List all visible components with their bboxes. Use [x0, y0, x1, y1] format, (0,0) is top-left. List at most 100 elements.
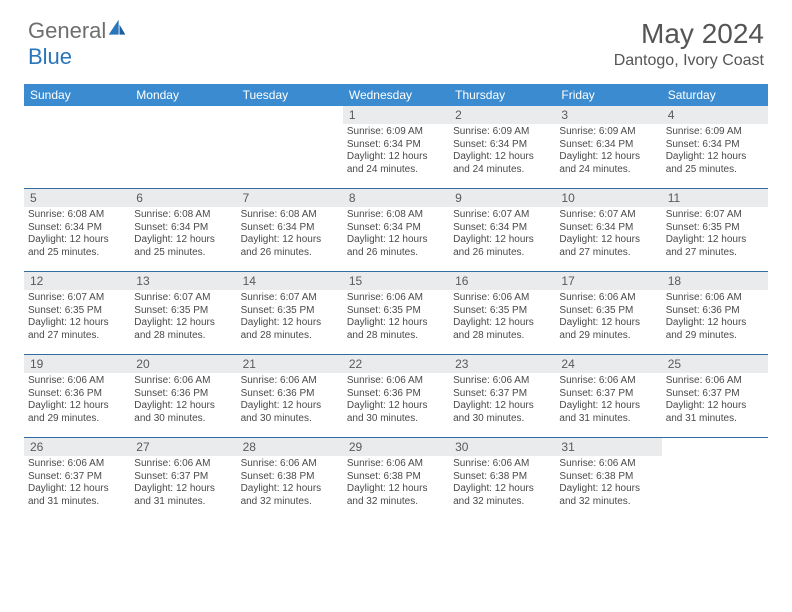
day-header: Tuesday	[237, 84, 343, 106]
cell-body: Sunrise: 6:06 AMSunset: 6:38 PMDaylight:…	[343, 456, 449, 512]
day-number: 21	[237, 355, 343, 373]
calendar-cell: 28Sunrise: 6:06 AMSunset: 6:38 PMDayligh…	[237, 438, 343, 520]
cell-body: Sunrise: 6:06 AMSunset: 6:38 PMDaylight:…	[237, 456, 343, 512]
day-number: 4	[662, 106, 768, 124]
day-number: 7	[237, 189, 343, 207]
calendar-cell: 15Sunrise: 6:06 AMSunset: 6:35 PMDayligh…	[343, 272, 449, 354]
cell-line: Sunrise: 6:08 AM	[347, 209, 445, 222]
cell-line: Sunrise: 6:06 AM	[347, 458, 445, 471]
cell-line: Sunset: 6:34 PM	[347, 139, 445, 152]
cell-line: Sunrise: 6:07 AM	[559, 209, 657, 222]
day-number: 22	[343, 355, 449, 373]
day-number: 29	[343, 438, 449, 456]
day-number: 9	[449, 189, 555, 207]
cell-body	[24, 124, 130, 130]
cell-line: Sunrise: 6:06 AM	[559, 292, 657, 305]
cell-line: Daylight: 12 hours and 30 minutes.	[453, 400, 551, 425]
cell-line: Sunrise: 6:06 AM	[134, 458, 232, 471]
cell-line: Daylight: 12 hours and 32 minutes.	[241, 483, 339, 508]
cell-line: Sunset: 6:34 PM	[134, 222, 232, 235]
calendar-cell: 27Sunrise: 6:06 AMSunset: 6:37 PMDayligh…	[130, 438, 236, 520]
calendar-cell: 13Sunrise: 6:07 AMSunset: 6:35 PMDayligh…	[130, 272, 236, 354]
day-number: 18	[662, 272, 768, 290]
day-header: Friday	[555, 84, 661, 106]
cell-line: Daylight: 12 hours and 25 minutes.	[666, 151, 764, 176]
cell-body: Sunrise: 6:09 AMSunset: 6:34 PMDaylight:…	[343, 124, 449, 180]
day-number: 19	[24, 355, 130, 373]
cell-body: Sunrise: 6:06 AMSunset: 6:37 PMDaylight:…	[449, 373, 555, 429]
calendar-cell: 12Sunrise: 6:07 AMSunset: 6:35 PMDayligh…	[24, 272, 130, 354]
day-number: 3	[555, 106, 661, 124]
brand-logo: General Blue	[28, 18, 127, 70]
cell-line: Daylight: 12 hours and 31 minutes.	[134, 483, 232, 508]
calendar-cell: 25Sunrise: 6:06 AMSunset: 6:37 PMDayligh…	[662, 355, 768, 437]
cell-line: Sunset: 6:34 PM	[28, 222, 126, 235]
location-subtitle: Dantogo, Ivory Coast	[614, 52, 764, 70]
cell-line: Daylight: 12 hours and 29 minutes.	[559, 317, 657, 342]
cell-line: Sunset: 6:37 PM	[559, 388, 657, 401]
cell-line: Sunset: 6:34 PM	[241, 222, 339, 235]
cell-line: Daylight: 12 hours and 26 minutes.	[347, 234, 445, 259]
day-number: 13	[130, 272, 236, 290]
cell-body: Sunrise: 6:06 AMSunset: 6:36 PMDaylight:…	[237, 373, 343, 429]
cell-line: Daylight: 12 hours and 27 minutes.	[666, 234, 764, 259]
cell-line: Sunset: 6:35 PM	[134, 305, 232, 318]
calendar-cell: 30Sunrise: 6:06 AMSunset: 6:38 PMDayligh…	[449, 438, 555, 520]
cell-line: Sunset: 6:34 PM	[453, 222, 551, 235]
calendar-cell: 7Sunrise: 6:08 AMSunset: 6:34 PMDaylight…	[237, 189, 343, 271]
day-number: 6	[130, 189, 236, 207]
cell-line: Sunrise: 6:06 AM	[347, 292, 445, 305]
cell-line: Sunrise: 6:07 AM	[666, 209, 764, 222]
cell-body: Sunrise: 6:08 AMSunset: 6:34 PMDaylight:…	[237, 207, 343, 263]
day-number: 20	[130, 355, 236, 373]
calendar-cell: 11Sunrise: 6:07 AMSunset: 6:35 PMDayligh…	[662, 189, 768, 271]
cell-line: Daylight: 12 hours and 28 minutes.	[241, 317, 339, 342]
cell-line: Daylight: 12 hours and 24 minutes.	[453, 151, 551, 176]
cell-line: Daylight: 12 hours and 26 minutes.	[453, 234, 551, 259]
cell-line: Sunrise: 6:06 AM	[241, 458, 339, 471]
calendar-cell: 4Sunrise: 6:09 AMSunset: 6:34 PMDaylight…	[662, 106, 768, 188]
cell-line: Sunrise: 6:06 AM	[666, 375, 764, 388]
cell-line: Sunset: 6:34 PM	[666, 139, 764, 152]
cell-line: Daylight: 12 hours and 28 minutes.	[347, 317, 445, 342]
day-number: 14	[237, 272, 343, 290]
day-number: 31	[555, 438, 661, 456]
brand-general: General	[28, 18, 106, 43]
cell-body: Sunrise: 6:09 AMSunset: 6:34 PMDaylight:…	[662, 124, 768, 180]
calendar-cell	[237, 106, 343, 188]
cell-line: Daylight: 12 hours and 26 minutes.	[241, 234, 339, 259]
calendar-cell: 3Sunrise: 6:09 AMSunset: 6:34 PMDaylight…	[555, 106, 661, 188]
day-number: 30	[449, 438, 555, 456]
day-number: 12	[24, 272, 130, 290]
day-number: 16	[449, 272, 555, 290]
day-number: 24	[555, 355, 661, 373]
day-header: Thursday	[449, 84, 555, 106]
day-number: 23	[449, 355, 555, 373]
cell-line: Daylight: 12 hours and 31 minutes.	[28, 483, 126, 508]
day-number	[237, 106, 343, 124]
cell-line: Daylight: 12 hours and 24 minutes.	[559, 151, 657, 176]
cell-line: Sunrise: 6:06 AM	[559, 375, 657, 388]
cell-line: Daylight: 12 hours and 30 minutes.	[134, 400, 232, 425]
calendar-cell: 18Sunrise: 6:06 AMSunset: 6:36 PMDayligh…	[662, 272, 768, 354]
day-number: 2	[449, 106, 555, 124]
calendar-cell: 26Sunrise: 6:06 AMSunset: 6:37 PMDayligh…	[24, 438, 130, 520]
cell-line: Sunrise: 6:08 AM	[241, 209, 339, 222]
cell-line: Sunrise: 6:09 AM	[666, 126, 764, 139]
calendar-cell: 9Sunrise: 6:07 AMSunset: 6:34 PMDaylight…	[449, 189, 555, 271]
cell-line: Sunrise: 6:06 AM	[134, 375, 232, 388]
cell-body: Sunrise: 6:06 AMSunset: 6:38 PMDaylight:…	[555, 456, 661, 512]
day-number	[24, 106, 130, 124]
cell-line: Sunset: 6:35 PM	[347, 305, 445, 318]
page-header: General Blue May 2024 Dantogo, Ivory Coa…	[0, 0, 792, 76]
month-title: May 2024	[614, 18, 764, 50]
cell-line: Sunrise: 6:08 AM	[134, 209, 232, 222]
cell-line: Sunrise: 6:07 AM	[134, 292, 232, 305]
cell-body: Sunrise: 6:07 AMSunset: 6:35 PMDaylight:…	[24, 290, 130, 346]
day-number	[130, 106, 236, 124]
cell-line: Sunset: 6:37 PM	[453, 388, 551, 401]
cell-line: Daylight: 12 hours and 24 minutes.	[347, 151, 445, 176]
week-row: 1Sunrise: 6:09 AMSunset: 6:34 PMDaylight…	[24, 106, 768, 189]
cell-line: Sunrise: 6:06 AM	[453, 292, 551, 305]
day-header: Saturday	[662, 84, 768, 106]
